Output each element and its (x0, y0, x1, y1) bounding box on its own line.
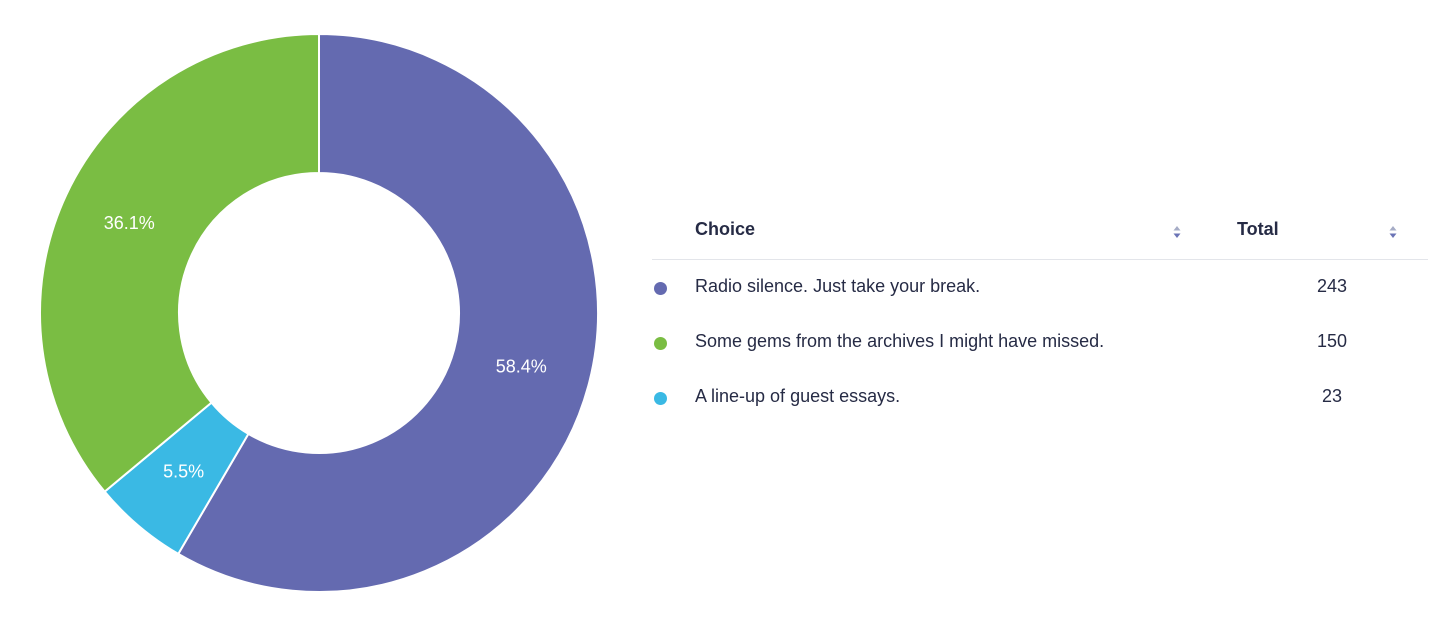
table-row: Some gems from the archives I might have… (652, 315, 1428, 370)
table-row: A line-up of guest essays. 23 (652, 370, 1428, 425)
choice-label: Radio silence. Just take your break. (695, 276, 981, 296)
donut-chart: 58.4% 5.5% 36.1% (0, 0, 640, 619)
donut-chart-svg: 58.4% 5.5% 36.1% (39, 32, 599, 593)
slice-percent-label: 58.4% (496, 356, 547, 376)
circle-dot-icon (654, 337, 667, 350)
choice-total: 150 (1316, 331, 1348, 351)
slice-percent-label: 36.1% (104, 213, 155, 233)
pie-slice (176, 32, 599, 593)
column-header-choice[interactable]: Choice (695, 219, 756, 239)
circle-dot-icon (654, 392, 667, 405)
table-header: Choice Total (652, 207, 1428, 260)
slice-percent-label: 5.5% (163, 462, 204, 482)
results-table: Choice Total Radio silence. Just take yo… (652, 207, 1428, 425)
choice-label: A line-up of guest essays. (695, 386, 901, 406)
sort-icon[interactable] (1172, 223, 1182, 241)
choice-total: 23 (1321, 386, 1343, 406)
sort-icon[interactable] (1388, 223, 1398, 241)
circle-dot-icon (654, 282, 667, 295)
table-row: Radio silence. Just take your break. 243 (652, 260, 1428, 315)
pie-slice (39, 32, 320, 494)
choice-total: 243 (1316, 276, 1348, 296)
choice-label: Some gems from the archives I might have… (695, 331, 1105, 351)
column-header-total[interactable]: Total (1237, 219, 1279, 239)
